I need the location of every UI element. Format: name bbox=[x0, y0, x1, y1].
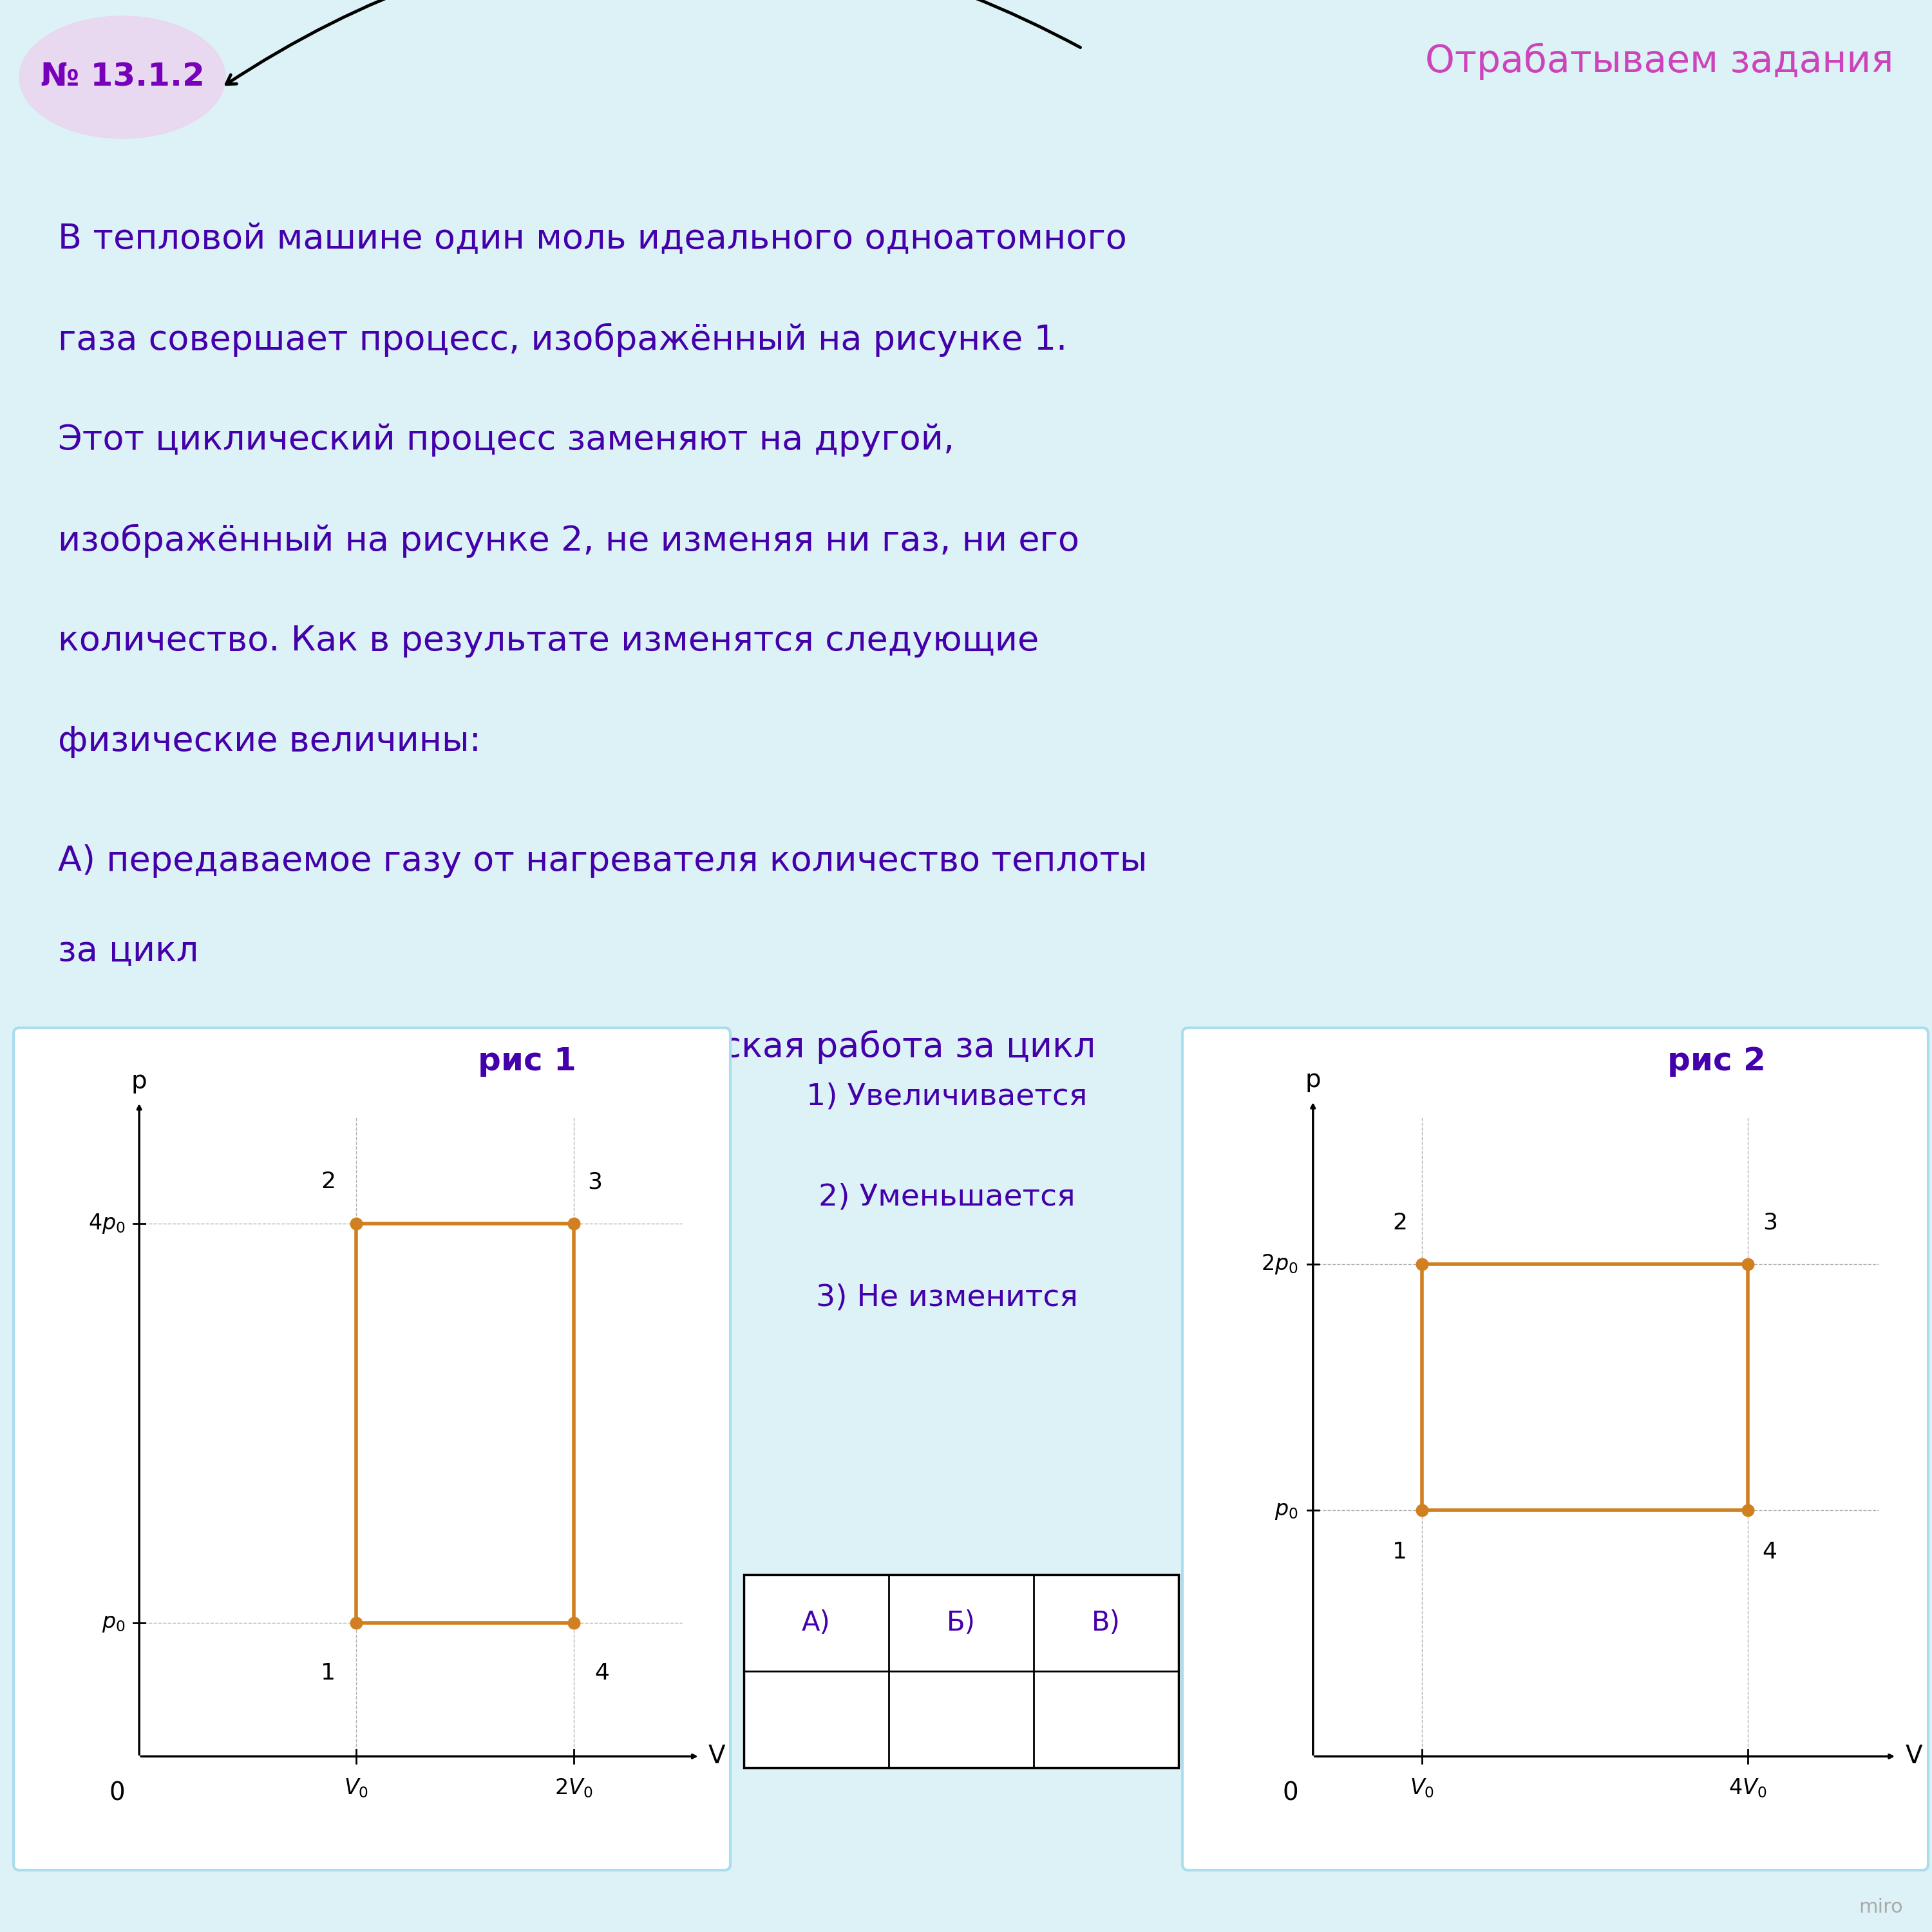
Text: 2: 2 bbox=[1393, 1211, 1406, 1235]
Text: 1: 1 bbox=[321, 1662, 336, 1685]
Text: А): А) bbox=[802, 1609, 831, 1636]
Text: Отрабатываем задания: Отрабатываем задания bbox=[1426, 43, 1893, 79]
Text: Б) совершаемая машиной механическая работа за цикл: Б) совершаемая машиной механическая рабо… bbox=[58, 1030, 1095, 1065]
FancyBboxPatch shape bbox=[744, 1575, 1179, 1768]
Text: В тепловой машине один моль идеального одноатомного: В тепловой машине один моль идеального о… bbox=[58, 222, 1126, 255]
Text: 2: 2 bbox=[321, 1171, 336, 1192]
Text: В): В) bbox=[1092, 1609, 1121, 1636]
Text: газа совершает процесс, изображённый на рисунке 1.: газа совершает процесс, изображённый на … bbox=[58, 323, 1066, 355]
Text: 3: 3 bbox=[1762, 1211, 1777, 1235]
Text: $p_0$: $p_0$ bbox=[1275, 1499, 1298, 1520]
Text: miro: miro bbox=[1859, 1897, 1903, 1917]
Text: 4: 4 bbox=[1762, 1542, 1777, 1563]
FancyArrowPatch shape bbox=[226, 0, 1080, 85]
Text: 3) Не изменится: 3) Не изменится bbox=[815, 1283, 1078, 1312]
Text: за цикл: за цикл bbox=[58, 935, 199, 968]
Point bbox=[1406, 1495, 1437, 1526]
Text: 2) Уменьшается: 2) Уменьшается bbox=[819, 1182, 1074, 1211]
Text: Б): Б) bbox=[947, 1609, 976, 1636]
Text: физические величины:: физические величины: bbox=[58, 724, 481, 757]
Text: p: p bbox=[131, 1068, 147, 1094]
Text: 4: 4 bbox=[595, 1662, 609, 1685]
Text: $4p_0$: $4p_0$ bbox=[89, 1211, 126, 1235]
Point bbox=[1733, 1495, 1764, 1526]
Text: 1) Увеличивается: 1) Увеличивается bbox=[806, 1082, 1088, 1111]
Text: V: V bbox=[1905, 1745, 1922, 1768]
Text: изображённый на рисунке 2, не изменяя ни газ, ни его: изображённый на рисунке 2, не изменяя ни… bbox=[58, 524, 1080, 556]
Text: 0: 0 bbox=[108, 1781, 126, 1806]
FancyBboxPatch shape bbox=[14, 1028, 730, 1870]
Text: № 13.1.2: № 13.1.2 bbox=[41, 62, 205, 93]
Point bbox=[340, 1208, 371, 1238]
Text: $2V_0$: $2V_0$ bbox=[554, 1777, 593, 1799]
Text: В) КПД тепловой машины: В) КПД тепловой машины bbox=[58, 1126, 531, 1159]
Point bbox=[1406, 1248, 1437, 1279]
Text: 3: 3 bbox=[587, 1171, 603, 1192]
Point bbox=[558, 1208, 589, 1238]
Text: рис 1: рис 1 bbox=[477, 1045, 576, 1076]
Point bbox=[558, 1607, 589, 1638]
Text: 1: 1 bbox=[1393, 1542, 1406, 1563]
Point bbox=[1733, 1248, 1764, 1279]
Text: рис 2: рис 2 bbox=[1667, 1045, 1766, 1076]
Text: количество. Как в результате изменятся следующие: количество. Как в результате изменятся с… bbox=[58, 624, 1039, 657]
Text: Этот циклический процесс заменяют на другой,: Этот циклический процесс заменяют на дру… bbox=[58, 423, 954, 456]
FancyBboxPatch shape bbox=[1182, 1028, 1928, 1870]
Ellipse shape bbox=[19, 15, 226, 139]
Text: $p_0$: $p_0$ bbox=[102, 1613, 126, 1634]
Text: $4V_0$: $4V_0$ bbox=[1729, 1777, 1768, 1799]
Text: $V_0$: $V_0$ bbox=[1410, 1777, 1434, 1799]
Text: А) передаваемое газу от нагревателя количество теплоты: А) передаваемое газу от нагревателя коли… bbox=[58, 844, 1148, 877]
Text: V: V bbox=[709, 1745, 724, 1768]
Text: $2p_0$: $2p_0$ bbox=[1262, 1252, 1298, 1275]
Text: $V_0$: $V_0$ bbox=[344, 1777, 369, 1799]
Point bbox=[340, 1607, 371, 1638]
Text: 0: 0 bbox=[1283, 1781, 1298, 1806]
Text: p: p bbox=[1304, 1068, 1321, 1092]
